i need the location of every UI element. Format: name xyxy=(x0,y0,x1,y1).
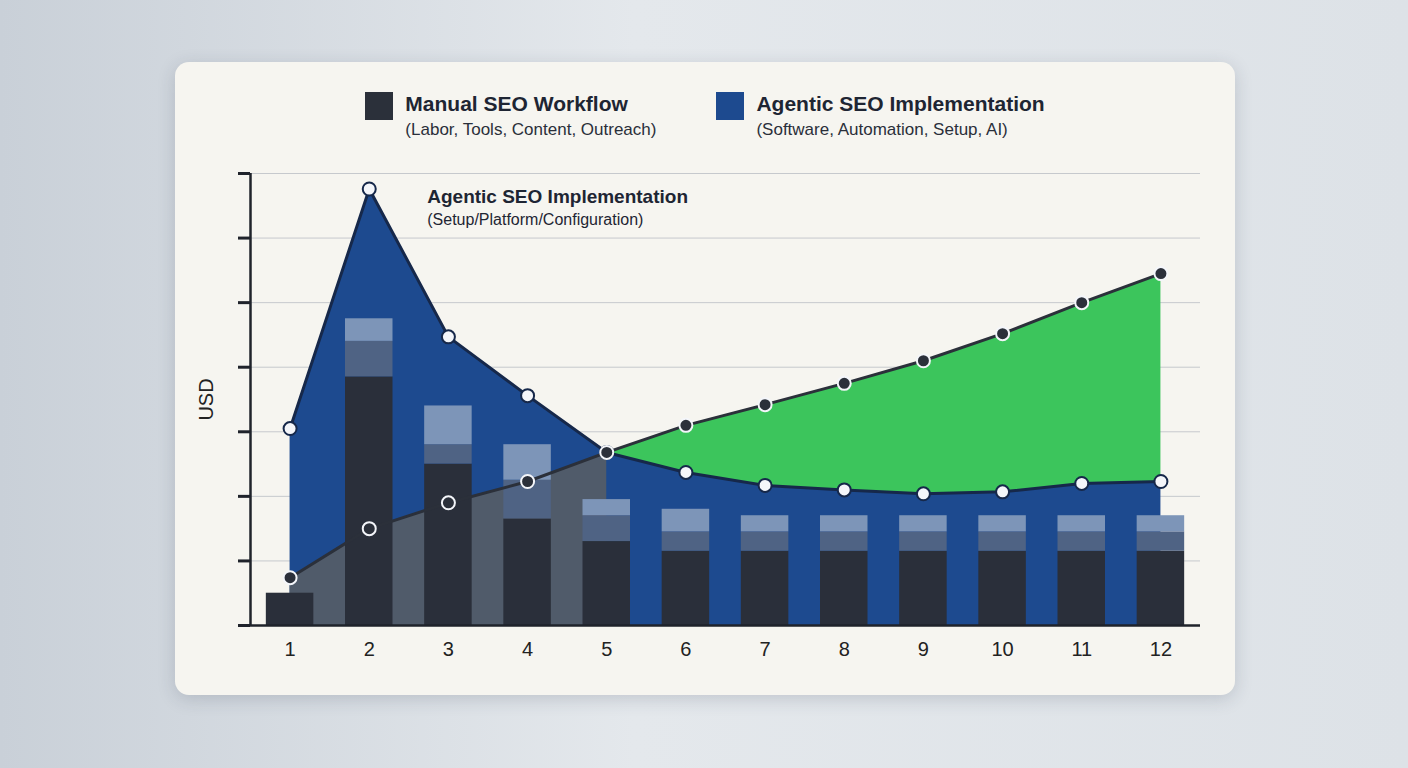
svg-text:(Setup/Platform/Configuration): (Setup/Platform/Configuration) xyxy=(427,211,643,228)
svg-text:Agentic SEO Implementation: Agentic SEO Implementation xyxy=(427,186,688,207)
svg-text:10: 10 xyxy=(991,638,1013,660)
svg-text:USD: USD xyxy=(195,378,217,420)
svg-text:1: 1 xyxy=(285,638,296,660)
html-text:Manual SEO Workflow: Manual SEO Workflow xyxy=(405,92,628,115)
svg-text:11: 11 xyxy=(1071,638,1092,660)
svg-text:12: 12 xyxy=(1150,638,1172,660)
svg-text:8: 8 xyxy=(839,638,850,660)
html-text:(Software, Automation, Setup,: (Software, Automation, Setup, AI) xyxy=(756,120,1008,139)
svg-text:4: 4 xyxy=(522,638,533,660)
html-text:Agentic SEO Implementation: Agentic SEO Implementation xyxy=(756,92,1045,115)
html-text:(Labor, Tools, Content, Outrea: (Labor, Tools, Content, Outreach) xyxy=(405,120,657,139)
svg-text:2: 2 xyxy=(364,638,375,660)
svg-text:3: 3 xyxy=(443,638,454,660)
svg-text:9: 9 xyxy=(918,638,929,660)
svg-text:6: 6 xyxy=(680,638,691,660)
svg-text:5: 5 xyxy=(601,638,612,660)
svg-text:7: 7 xyxy=(760,638,771,660)
